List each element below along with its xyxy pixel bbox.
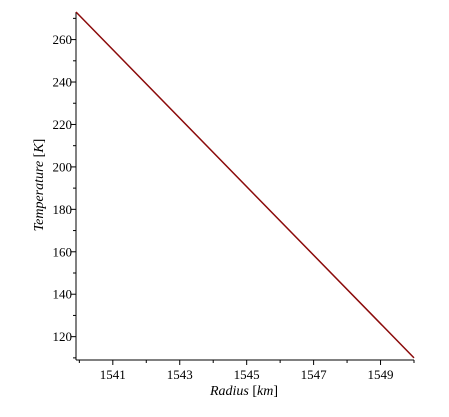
x-axis-unit: km	[257, 384, 273, 399]
x-axis-bracket-close: ]	[273, 384, 278, 399]
series-line	[75, 11, 415, 359]
y-axis-label: Temperature [K]	[32, 139, 47, 232]
axes	[75, 12, 414, 361]
y-tick-label: 240	[53, 75, 73, 90]
x-axis-bracket-open: [	[252, 384, 257, 399]
y-axis-unit: K	[32, 143, 47, 154]
x-tick-label: 1541	[100, 367, 126, 382]
y-tick-label: 200	[53, 159, 73, 174]
y-axis-bracket-close: ]	[32, 139, 47, 144]
y-tick-label: 140	[53, 287, 73, 302]
y-tick-label: 260	[53, 32, 73, 47]
y-tick-label: 220	[53, 117, 73, 132]
x-tick-label: 1543	[167, 367, 193, 382]
y-axis-bracket-open: [	[32, 152, 47, 157]
x-tick-label: 1545	[234, 367, 260, 382]
y-axis-label-text: Temperature	[32, 161, 47, 232]
x-ticks: 1541 1543 1545 1547 1549	[78, 360, 415, 382]
y-tick-label: 120	[53, 329, 73, 344]
x-axis-label-text: Radius	[209, 384, 249, 399]
x-axis-label: Radius [km]	[209, 384, 278, 399]
y-tick-label: 160	[53, 244, 73, 259]
x-tick-label: 1549	[368, 367, 394, 382]
series	[75, 11, 415, 359]
y-tick-label: 180	[53, 202, 73, 217]
x-tick-label: 1547	[301, 367, 328, 382]
y-ticks: 120 140 160 180 200 220 240 260	[53, 17, 76, 359]
